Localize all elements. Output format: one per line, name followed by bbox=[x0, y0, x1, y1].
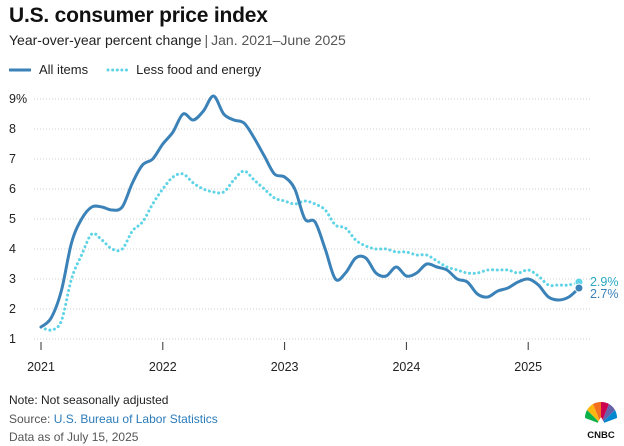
y-tick-label: 8 bbox=[9, 122, 16, 136]
end-label-less-food-and-energy: 2.9% bbox=[590, 275, 619, 289]
legend-item-core: Less food and energy bbox=[106, 62, 261, 77]
subtitle-separator: | bbox=[204, 32, 209, 48]
footer-source: Source: U.S. Bureau of Labor Statistics bbox=[9, 412, 218, 426]
series-line-less-food-and-energy bbox=[39, 169, 581, 332]
y-tick-label: 7 bbox=[9, 152, 16, 166]
end-point-marker-all-items bbox=[574, 283, 584, 293]
y-tick-label: 5 bbox=[9, 212, 16, 226]
chart-title: U.S. consumer price index bbox=[9, 4, 268, 27]
y-tick-label: 9% bbox=[9, 92, 27, 106]
series-line-all-items bbox=[39, 94, 581, 329]
y-tick-label: 6 bbox=[9, 182, 16, 196]
subtitle-range: Jan. 2021–June 2025 bbox=[211, 32, 346, 48]
x-tick-label: 2024 bbox=[392, 360, 420, 374]
cnbc-logo-text: CNBC bbox=[587, 430, 615, 441]
source-prefix: Source: bbox=[9, 412, 51, 426]
y-tick-label: 3 bbox=[9, 272, 16, 286]
subtitle-main: Year-over-year percent change bbox=[9, 32, 202, 48]
y-tick-label: 2 bbox=[9, 302, 16, 316]
legend-label-all-items: All items bbox=[39, 62, 89, 77]
x-tick-label: 2025 bbox=[514, 360, 542, 374]
legend-label-core: Less food and energy bbox=[136, 62, 262, 77]
y-tick-label: 1 bbox=[9, 332, 16, 346]
legend-swatch-core bbox=[106, 68, 129, 71]
source-link[interactable]: U.S. Bureau of Labor Statistics bbox=[53, 412, 218, 426]
y-tick-label: 4 bbox=[9, 242, 16, 256]
cnbc-logo: CNBC bbox=[584, 401, 618, 441]
nbc-peacock-icon bbox=[584, 401, 618, 424]
x-tick-label: 2023 bbox=[271, 360, 299, 374]
x-tick-label: 2021 bbox=[27, 360, 55, 374]
x-tick-label: 2022 bbox=[149, 360, 177, 374]
footer-note: Note: Not seasonally adjusted bbox=[9, 393, 169, 407]
legend-item-all-items: All items bbox=[9, 62, 88, 77]
end-label-all-items: 2.7% bbox=[590, 287, 619, 301]
chart-subtitle: Year-over-year percent change | Jan. 2021–… bbox=[9, 32, 346, 48]
footer-data-as-of: Data as of July 15, 2025 bbox=[9, 430, 139, 444]
legend-swatch-all-items bbox=[9, 68, 31, 71]
chart-legend: All items Less food and energy bbox=[9, 62, 279, 77]
